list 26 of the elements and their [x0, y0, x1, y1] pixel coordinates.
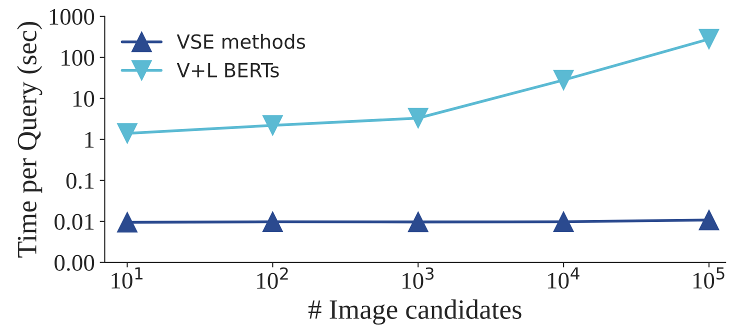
legend-label: VSE methods — [176, 34, 306, 49]
point — [553, 212, 574, 232]
point — [408, 108, 428, 128]
point — [408, 212, 428, 232]
point — [262, 212, 283, 232]
legend-label: V+L BERTs — [176, 63, 279, 78]
x-tick-label: 10$^{5}$ — [693, 267, 724, 289]
point — [698, 28, 720, 50]
y-tick-label: 1 — [85, 132, 94, 148]
x-axis-title: # Image candidates — [308, 299, 522, 325]
y-axis-title: Time per Query (sec) — [16, 22, 42, 258]
y-tick-label: 100 — [62, 50, 94, 66]
y-tick-label: 0.00 — [54, 254, 94, 271]
y-tick-label: 0.01 — [54, 214, 94, 230]
x-tick-label: 10$^{3}$ — [402, 267, 434, 289]
point — [262, 115, 283, 136]
x-tick-label: 10$^{2}$ — [257, 267, 288, 289]
x-tick-label: 10$^{4}$ — [548, 267, 580, 289]
x-tick-label: 10$^{1}$ — [112, 267, 142, 289]
y-tick-label: 1000 — [50, 8, 94, 25]
point — [117, 123, 138, 144]
point — [117, 212, 138, 233]
y-tick-label: 10 — [73, 90, 94, 107]
y-tick-label: 0.1 — [66, 172, 94, 189]
point — [698, 210, 720, 230]
point — [553, 70, 574, 90]
